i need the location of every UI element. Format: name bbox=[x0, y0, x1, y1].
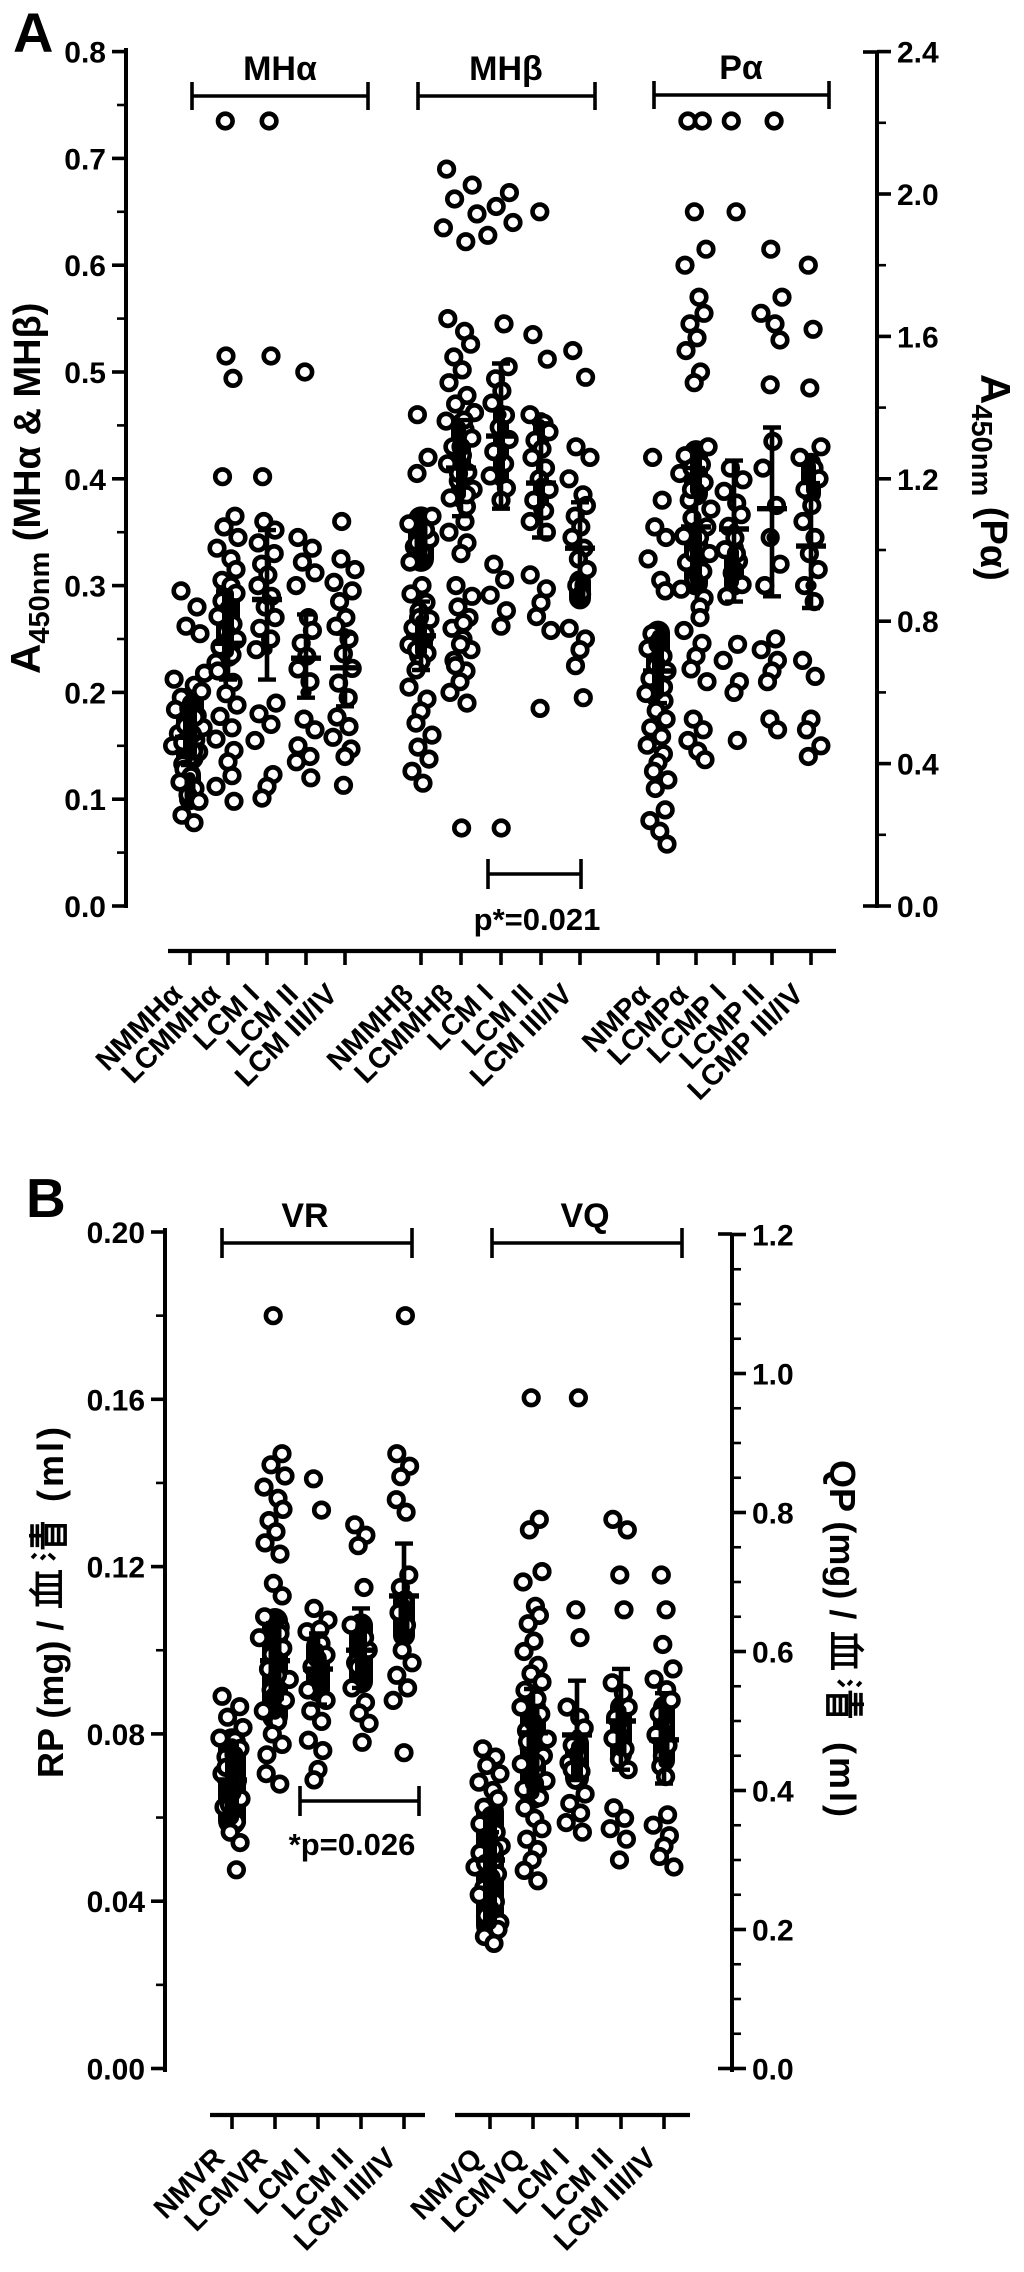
svg-text:0.8: 0.8 bbox=[64, 37, 106, 70]
svg-text:0.4: 0.4 bbox=[897, 749, 939, 782]
svg-text:1.2: 1.2 bbox=[897, 464, 939, 497]
svg-text:0.08: 0.08 bbox=[87, 1719, 145, 1752]
svg-text:2.4: 2.4 bbox=[897, 37, 939, 70]
svg-text:0.0: 0.0 bbox=[64, 891, 106, 924]
svg-text:0.5: 0.5 bbox=[64, 357, 106, 390]
svg-text:1.2: 1.2 bbox=[752, 1220, 794, 1253]
svg-text:0.0: 0.0 bbox=[897, 891, 939, 924]
svg-text:(ml): (ml) bbox=[822, 1742, 863, 1820]
svg-text:0.04: 0.04 bbox=[87, 1886, 146, 1919]
svg-text:QP (mg) /: QP (mg) / bbox=[822, 1460, 863, 1619]
svg-text:0.8: 0.8 bbox=[752, 1498, 794, 1531]
svg-text:0.4: 0.4 bbox=[752, 1776, 794, 1809]
svg-text:Pα: Pα bbox=[719, 49, 763, 87]
svg-text:VQ: VQ bbox=[560, 1197, 609, 1235]
svg-text:0.6: 0.6 bbox=[64, 250, 106, 283]
svg-text:MHβ: MHβ bbox=[469, 50, 543, 88]
svg-text:0.2: 0.2 bbox=[64, 677, 106, 710]
svg-text:0.2: 0.2 bbox=[752, 1915, 794, 1948]
svg-text:0.00: 0.00 bbox=[87, 2054, 145, 2087]
svg-text:A: A bbox=[13, 1, 53, 64]
svg-text:0.8: 0.8 bbox=[897, 606, 939, 639]
svg-text:0.0: 0.0 bbox=[752, 2054, 794, 2087]
svg-text:(ml): (ml) bbox=[30, 1424, 71, 1502]
svg-text:*p=0.026: *p=0.026 bbox=[289, 1827, 416, 1862]
svg-text:B: B bbox=[26, 1167, 66, 1229]
svg-text:VR: VR bbox=[281, 1197, 328, 1235]
svg-text:0.1: 0.1 bbox=[64, 784, 106, 817]
svg-text:0.16: 0.16 bbox=[87, 1384, 145, 1417]
svg-text:0.7: 0.7 bbox=[64, 143, 106, 176]
svg-text:0.3: 0.3 bbox=[64, 571, 106, 604]
svg-text:1.6: 1.6 bbox=[897, 321, 939, 354]
svg-text:MHα: MHα bbox=[243, 50, 317, 88]
svg-text:0.20: 0.20 bbox=[87, 1217, 145, 1250]
svg-text:0.4: 0.4 bbox=[64, 464, 106, 497]
svg-text:p*=0.021: p*=0.021 bbox=[474, 902, 601, 937]
svg-text:RP (mg) /: RP (mg) / bbox=[30, 1621, 71, 1778]
svg-text:0.6: 0.6 bbox=[752, 1637, 794, 1670]
svg-text:0.12: 0.12 bbox=[87, 1552, 145, 1585]
svg-text:1.0: 1.0 bbox=[752, 1359, 794, 1392]
svg-text:2.0: 2.0 bbox=[897, 179, 939, 212]
